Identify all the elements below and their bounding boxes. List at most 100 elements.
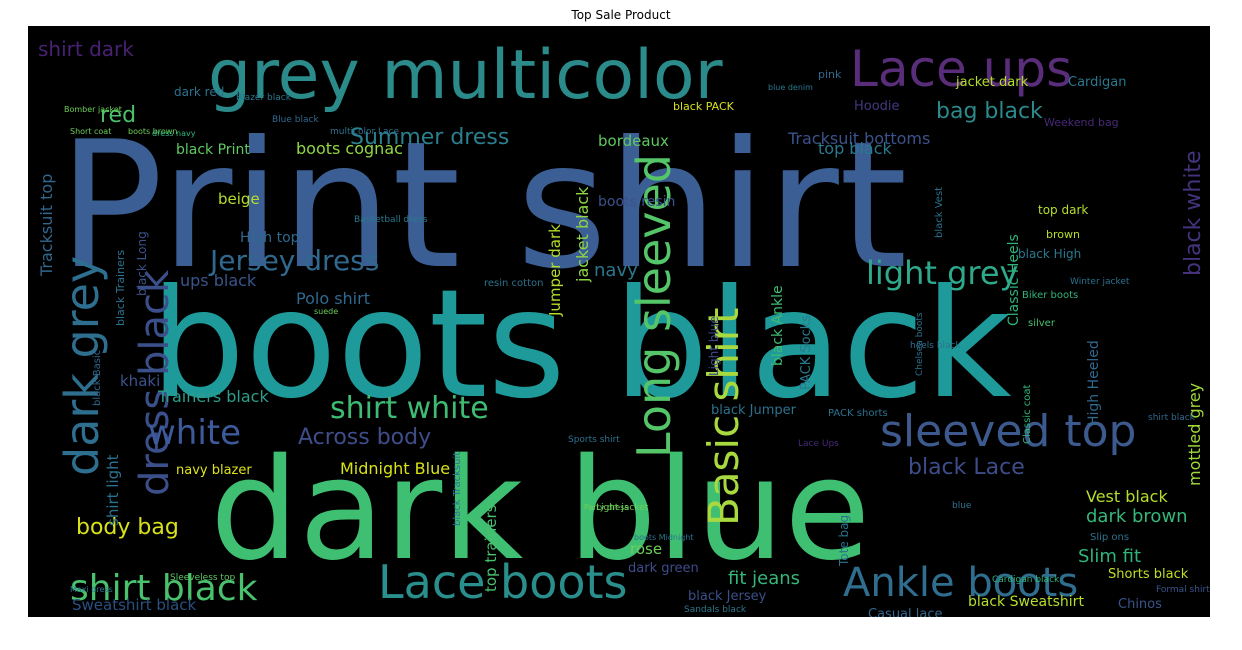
word-cloud-term: Formal shirt	[1156, 585, 1210, 595]
word-cloud-term: black Ankle	[770, 285, 786, 366]
word-cloud-term: Tracksuit bottoms	[787, 129, 930, 148]
word-cloud-term: black Lace	[908, 455, 1025, 480]
word-cloud-term: pink	[818, 68, 842, 81]
word-cloud-term: Tracksuit top	[37, 174, 56, 277]
word-cloud-term: fit jeans	[728, 568, 800, 589]
word-cloud-term: Vest black	[1086, 487, 1168, 506]
word-cloud-term: Bomber jacket	[64, 105, 122, 114]
word-cloud-term: dark blue	[210, 429, 870, 592]
word-cloud-term: body bag	[76, 515, 179, 540]
word-cloud-term: Jumper dark	[546, 224, 564, 317]
word-cloud-term: rose	[630, 540, 662, 558]
word-cloud-term: boots brown	[128, 127, 177, 136]
word-cloud-term: Party dress	[584, 503, 629, 512]
word-cloud-term: Slim fit	[1078, 546, 1141, 567]
word-cloud-term: navy	[594, 260, 638, 281]
word-cloud-term: dark brown	[1086, 506, 1188, 527]
word-cloud-term: resin cotton	[484, 278, 543, 289]
word-cloud-term: dress navy	[152, 129, 196, 138]
word-cloud-term: Summer dress	[350, 125, 509, 150]
word-cloud-term: dark green	[628, 561, 699, 576]
word-cloud-term: black Jumper	[711, 403, 797, 418]
word-cloud-term: black Trainers	[114, 250, 127, 326]
word-cloud-term: Basketball dress	[354, 215, 428, 225]
word-cloud-term: ups black	[180, 271, 257, 290]
word-cloud-term: beige	[218, 190, 260, 208]
word-cloud-term: dress black	[132, 269, 178, 496]
word-cloud-term: bordeaux	[598, 132, 669, 150]
word-cloud-term: khaki	[120, 372, 160, 390]
word-cloud-term: white	[148, 413, 241, 453]
word-cloud-term: Sleeveless top	[170, 573, 235, 583]
word-cloud-term: Light jacket	[596, 503, 649, 513]
word-cloud-term: light grey	[866, 254, 1018, 292]
word-cloud-term: Tote bag	[837, 515, 851, 567]
word-cloud-term: black PACK	[673, 100, 735, 113]
word-cloud-term: Lace boots	[378, 555, 628, 609]
word-cloud-term: Lace ups	[850, 40, 1072, 98]
word-cloud: Print shirt boots black dark blue grey mult…	[28, 26, 1210, 617]
word-cloud-term: Ankle boots	[843, 560, 1078, 606]
word-cloud-term: Sandals black	[684, 605, 747, 615]
word-cloud-term: red	[100, 103, 136, 128]
word-cloud-term: Across body	[298, 425, 431, 450]
word-cloud-term: Casual lace	[868, 607, 943, 617]
word-cloud-term: grey multicolor	[208, 36, 723, 115]
chart-title: Top Sale Product	[571, 8, 671, 22]
word-cloud-term: Chinos	[1118, 597, 1162, 612]
word-cloud-term: dark red	[174, 85, 224, 99]
word-cloud-term: blue denim	[768, 83, 813, 92]
word-cloud-term: black Print	[176, 142, 250, 158]
word-cloud-term: brown	[1046, 228, 1080, 241]
word-cloud-term: jacket black	[573, 186, 592, 283]
word-cloud-term: Light blue	[707, 316, 721, 376]
word-cloud-term: mottled grey	[1185, 383, 1204, 486]
word-cloud-term: Cardigan black	[992, 575, 1060, 585]
word-cloud-term: Maxi dress	[70, 585, 113, 594]
word-cloud-term: silver	[1028, 318, 1056, 329]
word-cloud-term: sleeved top	[880, 406, 1136, 457]
word-cloud-term: black Tracksuit	[452, 452, 463, 526]
word-cloud-term: shirt black	[1148, 413, 1196, 423]
word-cloud-term: Classic coat	[1022, 384, 1033, 444]
word-cloud-term: shirt black	[70, 568, 258, 609]
word-cloud-term: top trainers	[482, 504, 500, 592]
word-cloud-term: navy blazer	[176, 463, 252, 478]
word-cloud-term: black white	[1181, 150, 1206, 276]
word-cloud-term: top dark	[1038, 203, 1088, 217]
word-cloud-term: Winter jacket	[1070, 277, 1130, 287]
word-cloud-term: Jersey dress	[208, 244, 379, 277]
word-cloud-term: Basic shirt	[699, 308, 748, 526]
word-cloud-term: boots Midnight	[634, 533, 694, 542]
word-cloud-term: Long sleeved	[627, 154, 681, 458]
word-cloud-term: PACK Socks	[799, 315, 814, 390]
word-cloud-term: shirt white	[330, 391, 489, 426]
word-cloud-term: dark grey	[55, 256, 109, 476]
word-cloud-term: suede	[314, 307, 338, 316]
word-cloud-term: Slip ons	[1090, 532, 1129, 543]
word-cloud-term: boots cognac	[296, 139, 403, 158]
word-cloud-term: Print shirt	[58, 105, 907, 308]
word-cloud-term: Polo shirt	[296, 289, 370, 308]
word-cloud-term: Cardigan	[1068, 75, 1126, 90]
word-cloud-term: Chelsea boots	[915, 312, 925, 376]
word-cloud-term: Blazer black	[236, 93, 292, 103]
word-cloud-term: Short coat	[70, 127, 111, 136]
word-cloud-term: blue	[952, 501, 972, 511]
word-cloud-term: heels black	[910, 341, 962, 351]
word-cloud-term: Sports shirt	[568, 435, 620, 445]
word-cloud-term: Midnight Blue	[340, 459, 450, 478]
word-cloud-term: black Basic	[92, 350, 103, 406]
word-cloud-term: black Sweatshirt	[968, 594, 1084, 610]
word-cloud-term: black High	[1018, 247, 1081, 261]
word-cloud-term: Hoodie	[854, 99, 900, 114]
word-cloud-term: shirt dark	[38, 37, 134, 61]
word-cloud-term: bag black	[936, 99, 1043, 124]
word-cloud-term: High Heeled	[1086, 340, 1102, 426]
word-cloud-term: black Jersey	[688, 589, 767, 604]
word-cloud-term: top black	[818, 139, 893, 158]
word-cloud-term: PACK shorts	[828, 408, 888, 419]
word-cloud-term: jacket dark	[955, 75, 1029, 90]
